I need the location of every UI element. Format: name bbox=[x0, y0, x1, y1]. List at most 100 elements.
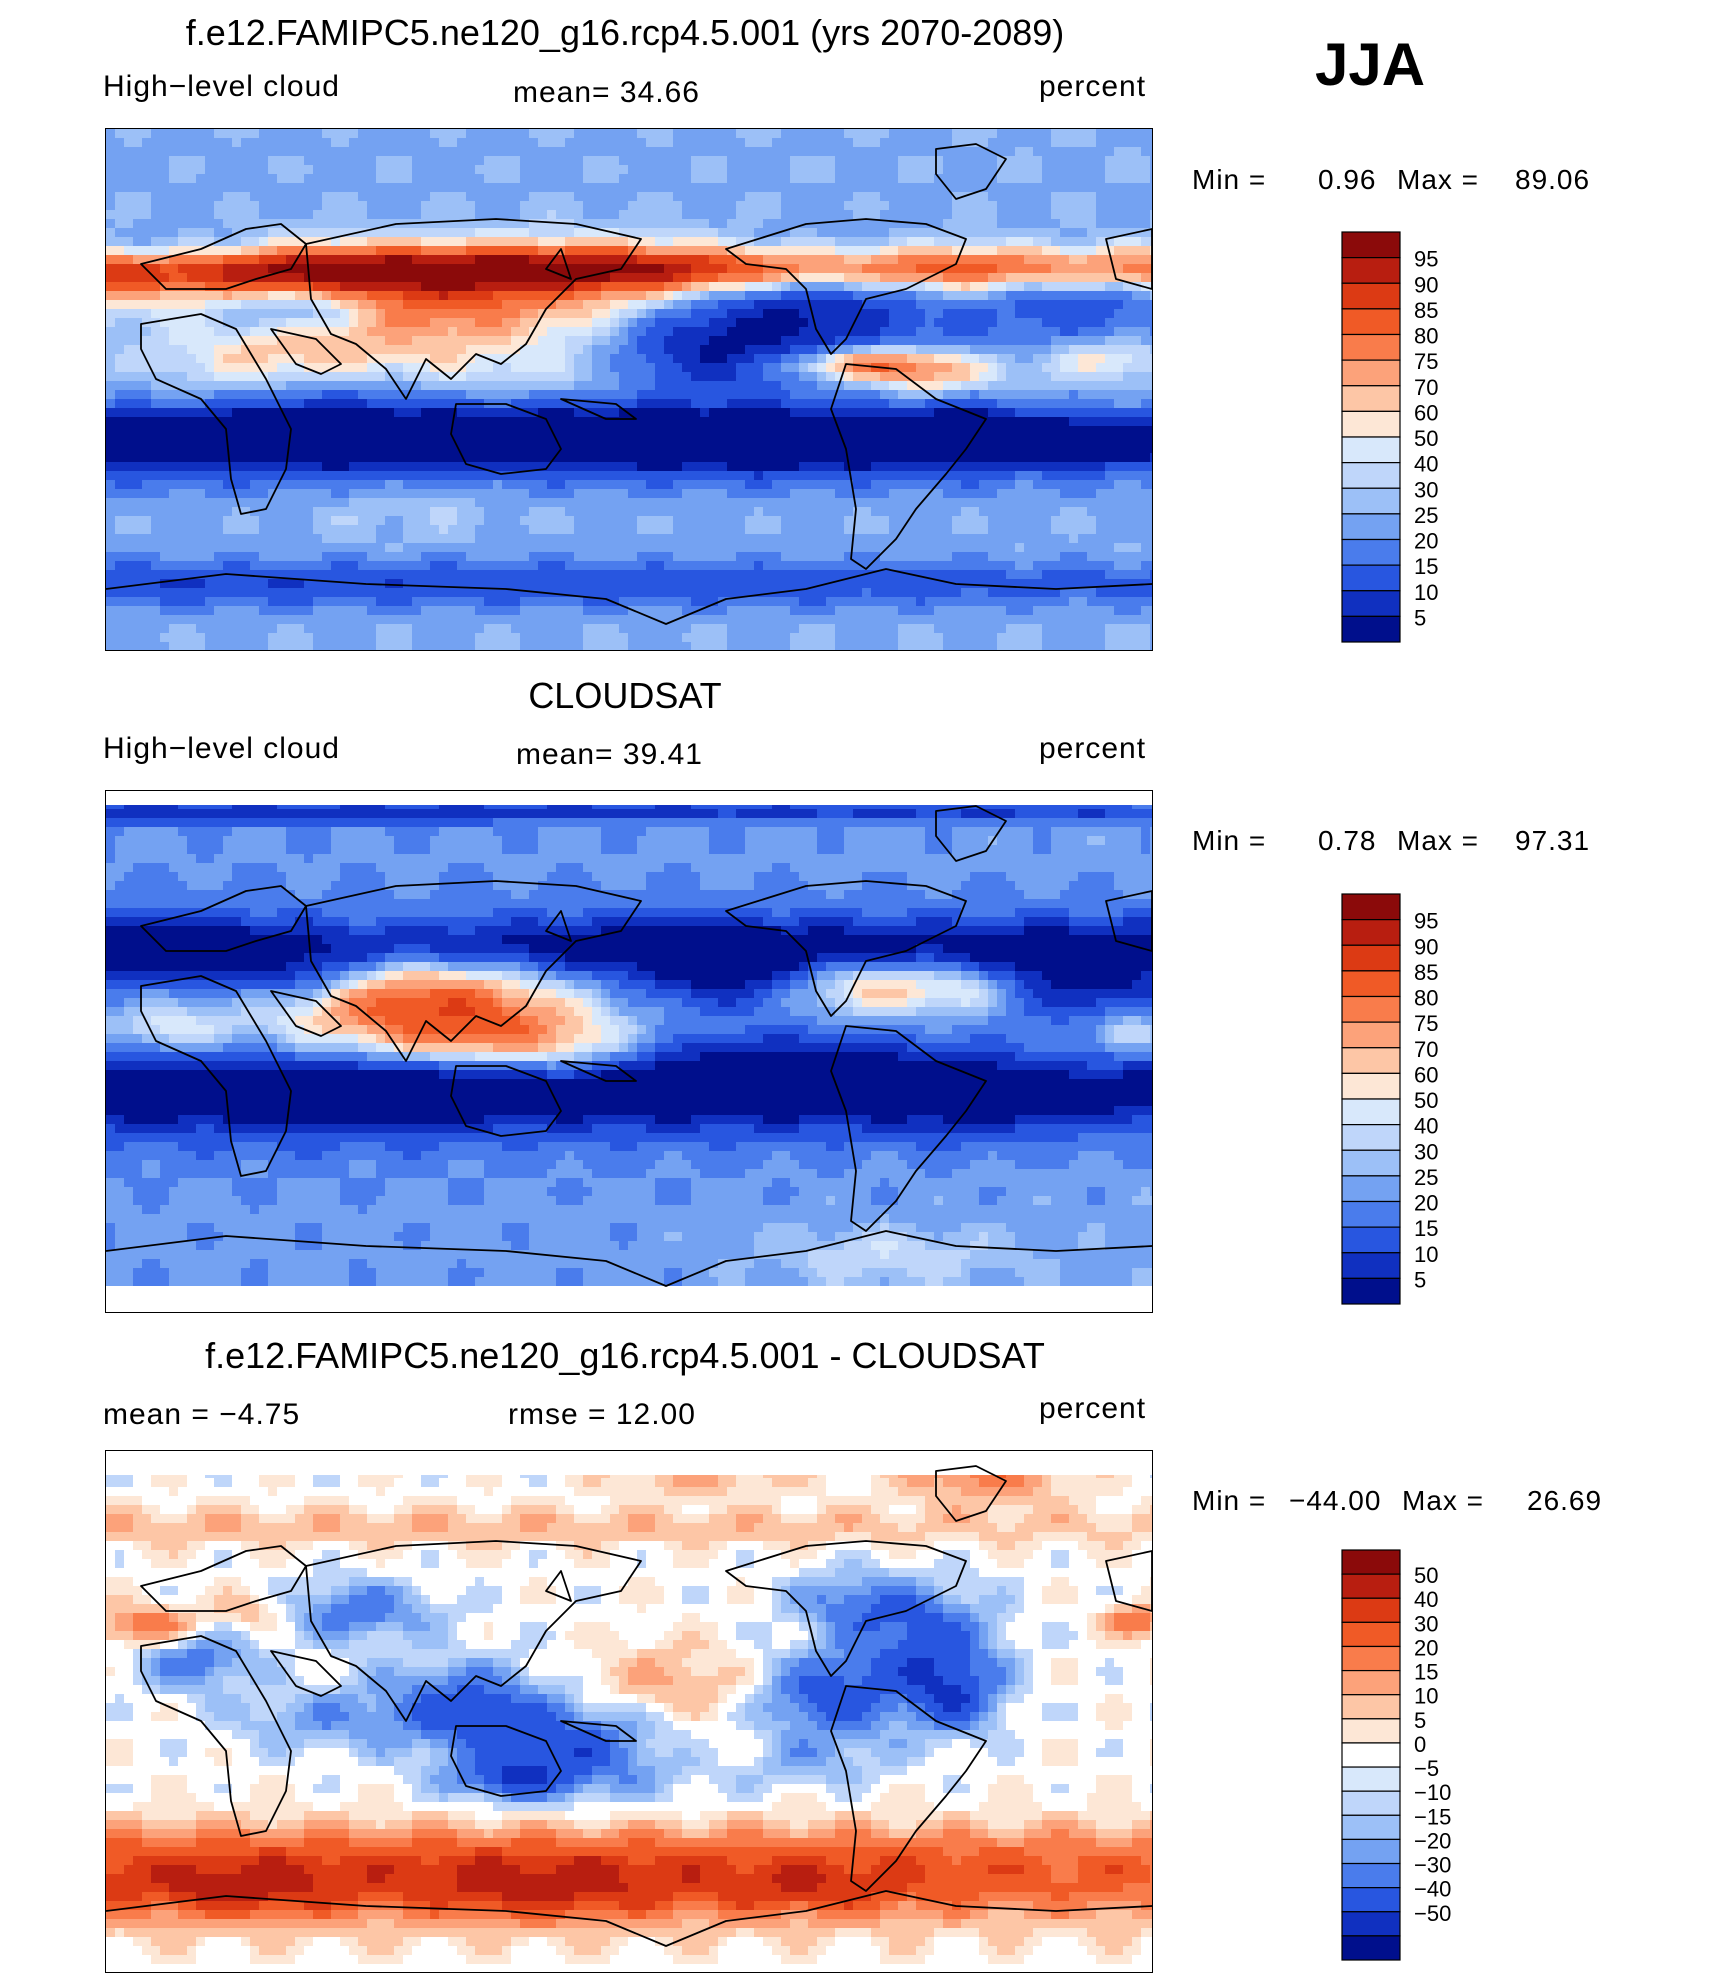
heatmap-cell bbox=[214, 273, 224, 283]
heatmap-cell bbox=[853, 372, 863, 382]
heatmap-cell bbox=[826, 480, 836, 490]
heatmap-cell bbox=[628, 327, 638, 337]
heatmap-cell bbox=[394, 444, 404, 454]
heatmap-cell bbox=[160, 192, 170, 202]
heatmap-cell bbox=[781, 273, 791, 283]
heatmap-cell bbox=[259, 264, 269, 274]
heatmap-cell bbox=[511, 183, 521, 193]
heatmap-cell bbox=[376, 381, 386, 391]
heatmap-cell bbox=[943, 480, 953, 490]
heatmap-cell bbox=[151, 444, 161, 454]
heatmap-cell bbox=[1060, 327, 1070, 337]
heatmap-cell bbox=[592, 255, 602, 265]
heatmap-cell bbox=[151, 228, 161, 238]
heatmap-cell bbox=[376, 408, 386, 418]
heatmap-cell bbox=[565, 381, 575, 391]
heatmap-cell bbox=[808, 300, 818, 310]
heatmap-cell bbox=[682, 381, 692, 391]
heatmap-cell bbox=[736, 300, 746, 310]
heatmap-cell bbox=[1132, 192, 1142, 202]
heatmap-cell bbox=[709, 147, 719, 157]
heatmap-cell bbox=[430, 273, 440, 283]
heatmap-cell bbox=[529, 165, 539, 175]
heatmap-cell bbox=[349, 183, 359, 193]
heatmap-cell bbox=[349, 471, 359, 481]
heatmap-cell bbox=[142, 228, 152, 238]
heatmap-cell bbox=[673, 363, 683, 373]
heatmap-cell bbox=[232, 255, 242, 265]
heatmap-cell bbox=[196, 210, 206, 220]
heatmap-cell bbox=[574, 498, 584, 508]
heatmap-cell bbox=[745, 426, 755, 436]
heatmap-cell bbox=[115, 399, 125, 409]
heatmap-cell bbox=[331, 345, 341, 355]
heatmap-cell bbox=[232, 498, 242, 508]
heatmap-cell bbox=[1033, 453, 1043, 463]
heatmap-cell bbox=[826, 363, 836, 373]
heatmap-cell bbox=[889, 309, 899, 319]
heatmap-cell bbox=[682, 255, 692, 265]
heatmap-cell bbox=[439, 147, 449, 157]
heatmap-cell bbox=[601, 462, 611, 472]
heatmap-cell bbox=[916, 282, 926, 292]
heatmap-cell bbox=[268, 390, 278, 400]
heatmap-cell bbox=[961, 417, 971, 427]
heatmap-cell bbox=[862, 156, 872, 166]
heatmap-cell bbox=[835, 489, 845, 499]
heatmap-cell bbox=[1105, 453, 1115, 463]
heatmap-cell bbox=[727, 363, 737, 373]
heatmap-cell bbox=[970, 453, 980, 463]
heatmap-cell bbox=[619, 201, 629, 211]
heatmap-cell bbox=[619, 345, 629, 355]
heatmap-cell bbox=[520, 138, 530, 148]
heatmap-cell bbox=[259, 291, 269, 301]
heatmap-cell bbox=[790, 183, 800, 193]
heatmap-cell bbox=[115, 246, 125, 256]
heatmap-cell bbox=[646, 264, 656, 274]
heatmap-cell bbox=[1078, 138, 1088, 148]
heatmap-cell bbox=[853, 318, 863, 328]
heatmap-cell bbox=[817, 480, 827, 490]
heatmap-cell bbox=[673, 309, 683, 319]
heatmap-cell bbox=[736, 471, 746, 481]
heatmap-cell bbox=[979, 327, 989, 337]
heatmap-cell bbox=[592, 273, 602, 283]
heatmap-cell bbox=[1060, 372, 1070, 382]
heatmap-cell bbox=[1069, 381, 1079, 391]
heatmap-cell bbox=[862, 336, 872, 346]
heatmap-cell bbox=[709, 417, 719, 427]
heatmap-cell bbox=[754, 210, 764, 220]
heatmap-cell bbox=[1087, 147, 1097, 157]
heatmap-cell bbox=[142, 237, 152, 247]
heatmap-cell bbox=[1105, 498, 1115, 508]
heatmap-cell bbox=[1132, 462, 1142, 472]
heatmap-cell bbox=[997, 399, 1007, 409]
heatmap-cell bbox=[259, 318, 269, 328]
heatmap-cell bbox=[331, 282, 341, 292]
heatmap-cell bbox=[169, 309, 179, 319]
heatmap-cell bbox=[322, 399, 332, 409]
heatmap-cell bbox=[1060, 201, 1070, 211]
heatmap-cell bbox=[268, 381, 278, 391]
heatmap-cell bbox=[547, 300, 557, 310]
heatmap-cell bbox=[232, 507, 242, 517]
heatmap-cell bbox=[169, 201, 179, 211]
heatmap-cell bbox=[1069, 264, 1079, 274]
heatmap-cell bbox=[1114, 237, 1124, 247]
heatmap-cell bbox=[943, 300, 953, 310]
heatmap-cell bbox=[151, 498, 161, 508]
heatmap-cell bbox=[1015, 417, 1025, 427]
heatmap-cell bbox=[1141, 408, 1151, 418]
heatmap-cell bbox=[439, 192, 449, 202]
heatmap-cell bbox=[979, 444, 989, 454]
heatmap-cell bbox=[286, 192, 296, 202]
heatmap-cell bbox=[493, 444, 503, 454]
heatmap-cell bbox=[421, 174, 431, 184]
heatmap-cell bbox=[385, 165, 395, 175]
heatmap-cell bbox=[736, 417, 746, 427]
heatmap-cell bbox=[916, 183, 926, 193]
heatmap-cell bbox=[196, 327, 206, 337]
heatmap-cell bbox=[898, 228, 908, 238]
heatmap-cell bbox=[997, 138, 1007, 148]
heatmap-cell bbox=[943, 156, 953, 166]
